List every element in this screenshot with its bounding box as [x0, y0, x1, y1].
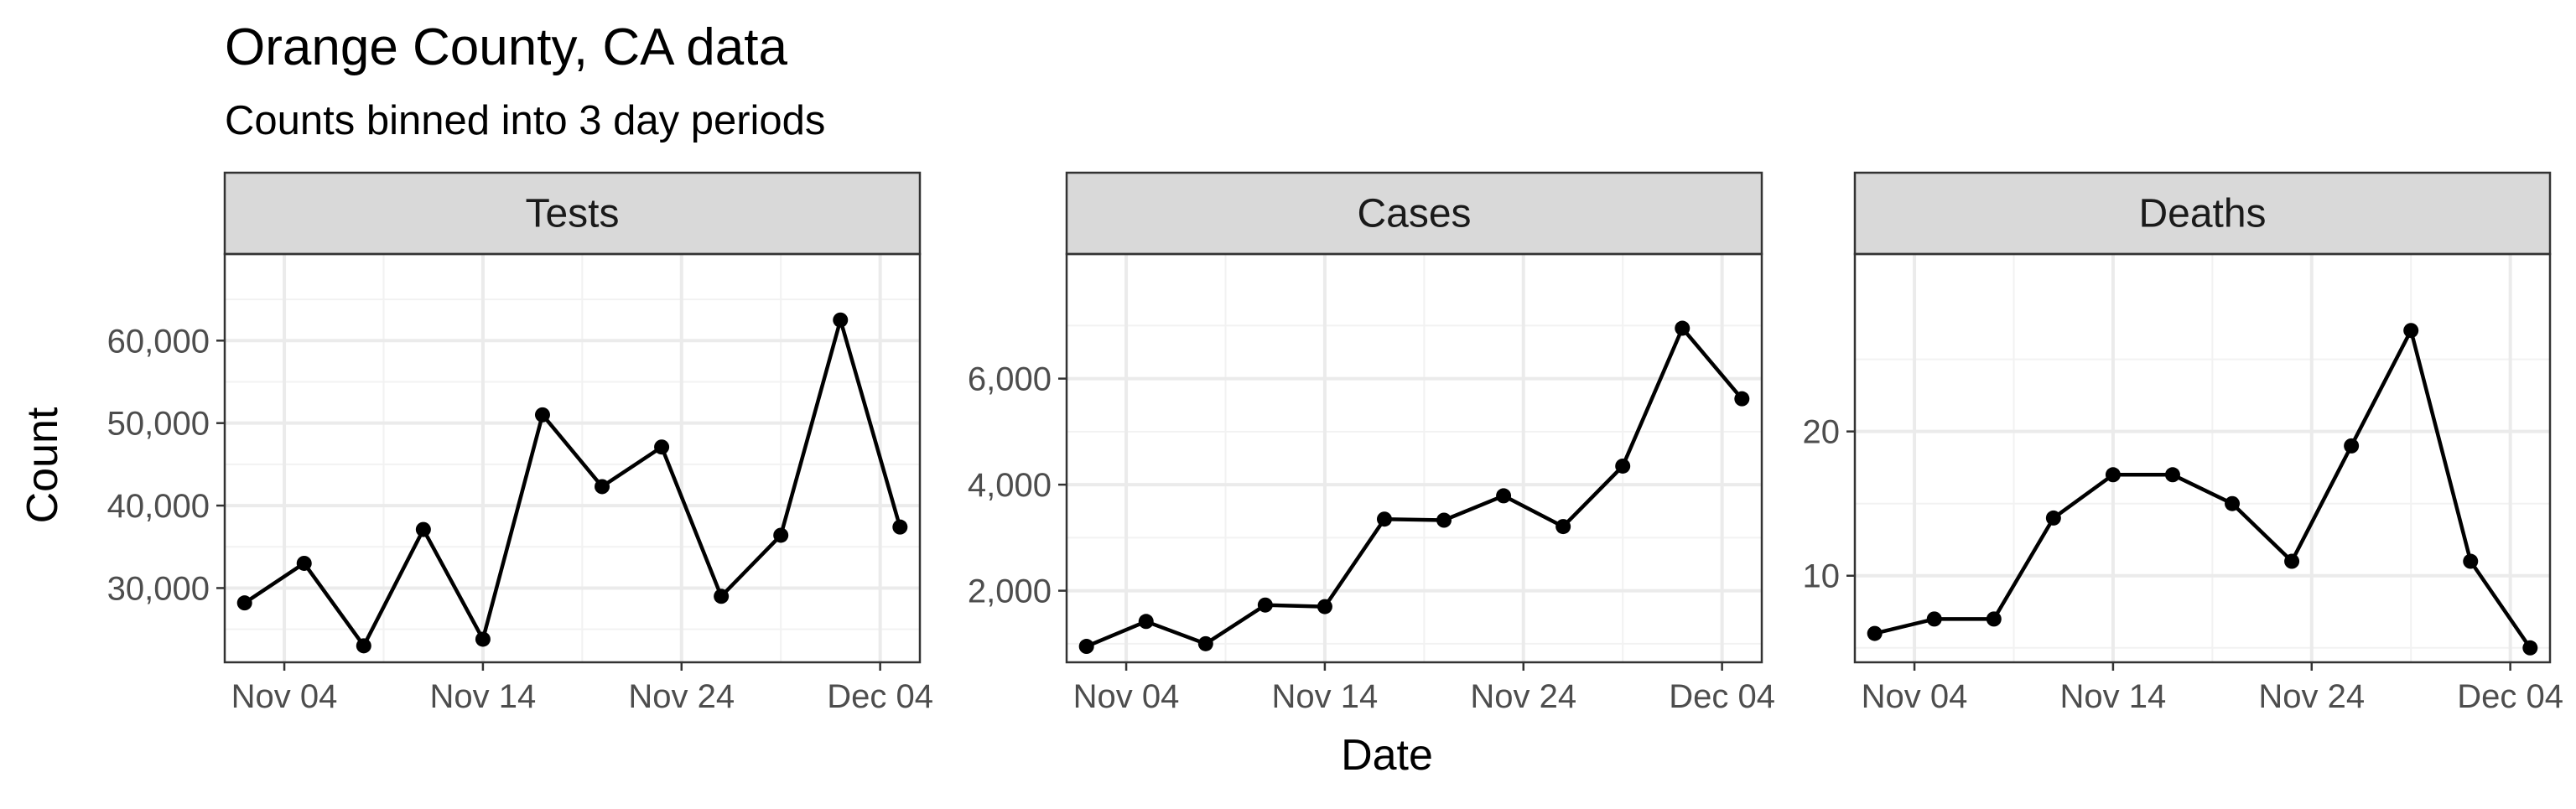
data-point: [1197, 635, 1213, 651]
x-tick-label: Nov 14: [1272, 678, 1379, 715]
data-point: [1257, 597, 1273, 613]
data-point: [892, 519, 908, 535]
strip-label-deaths: Deaths: [2138, 192, 2266, 236]
data-point: [654, 439, 670, 455]
y-tick-label: 20: [1803, 414, 1841, 451]
data-point: [2522, 640, 2538, 656]
data-point: [2045, 510, 2061, 526]
y-tick-label: 6,000: [968, 361, 1052, 398]
data-point: [356, 638, 371, 654]
y-tick-label: 40,000: [107, 488, 210, 525]
data-point: [773, 527, 789, 543]
x-tick-label: Nov 04: [231, 678, 338, 715]
data-point: [534, 407, 550, 423]
data-point: [296, 555, 312, 571]
data-point: [2284, 553, 2300, 569]
strip-cases: [1065, 171, 1763, 256]
panel-tests: Tests Nov 04 Nov 14 Nov 24 Dec 04 30,000 40,00…: [107, 171, 933, 715]
data-point: [2105, 467, 2121, 483]
strip-label-cases: Cases: [1357, 192, 1471, 236]
panel-border: [1065, 252, 1763, 664]
data-point: [475, 631, 491, 647]
x-tick-label: Nov 14: [430, 678, 537, 715]
facet-panels: Tests Nov 04 Nov 14 Nov 24 Dec 04 30,000 40,00…: [107, 171, 2563, 715]
data-point: [1675, 320, 1690, 336]
data-point: [1496, 488, 1512, 504]
panel-border: [1853, 252, 2552, 664]
data-point: [1436, 512, 1452, 528]
data-point: [1986, 611, 2002, 627]
panel-border: [223, 252, 922, 664]
series-line-tests: [243, 318, 902, 648]
x-tick-label: Nov 24: [2258, 678, 2365, 715]
data-point: [1078, 639, 1094, 655]
data-point: [833, 312, 849, 328]
data-point: [1615, 458, 1631, 474]
chart-title: Orange County, CA data: [225, 18, 787, 76]
panel-cases: Cases Nov 04 Nov 14 Nov 24 Dec 04 2,000 4,000 6…: [968, 171, 1775, 715]
x-axis-title: Date: [1341, 731, 1433, 780]
data-point: [1376, 511, 1392, 527]
data-point: [1926, 611, 1942, 627]
data-point: [1317, 599, 1332, 615]
series-line-cases: [1085, 326, 1744, 649]
series-line-deaths: [1874, 328, 2532, 650]
data-point: [1867, 625, 1883, 641]
y-tick-label: 2,000: [968, 573, 1052, 610]
x-tick-label: Nov 14: [2060, 678, 2167, 715]
data-point: [2225, 495, 2241, 511]
y-tick-label: 10: [1803, 558, 1841, 595]
data-point: [415, 521, 431, 537]
data-point: [2344, 438, 2360, 454]
x-tick-label: Dec 04: [827, 678, 933, 715]
data-point: [236, 595, 252, 611]
y-tick-label: 60,000: [107, 323, 210, 360]
data-point: [1138, 614, 1154, 630]
y-tick-label: 50,000: [107, 406, 210, 443]
x-tick-label: Nov 04: [1862, 678, 1968, 715]
panel-deaths: Deaths Nov 04 Nov 14 Nov 24 Dec 04 10 20: [1803, 171, 2563, 715]
x-tick-label: Nov 24: [628, 678, 735, 715]
data-point: [2463, 553, 2479, 569]
strip-deaths: [1853, 171, 2552, 256]
x-tick-label: Nov 24: [1470, 678, 1576, 715]
data-point: [2164, 467, 2180, 483]
x-tick-label: Dec 04: [2457, 678, 2563, 715]
x-tick-label: Dec 04: [1669, 678, 1775, 715]
data-point: [714, 589, 730, 604]
x-tick-label: Nov 04: [1073, 678, 1180, 715]
data-point: [595, 479, 610, 495]
data-point: [1555, 519, 1571, 535]
chart-subtitle: Counts binned into 3 day periods: [225, 98, 825, 143]
y-tick-label: 30,000: [107, 570, 210, 607]
data-point: [1734, 391, 1750, 407]
strip-label-tests: Tests: [525, 192, 619, 236]
data-point: [2403, 323, 2419, 339]
y-axis-title: Count: [18, 407, 67, 523]
y-tick-label: 4,000: [968, 467, 1052, 504]
